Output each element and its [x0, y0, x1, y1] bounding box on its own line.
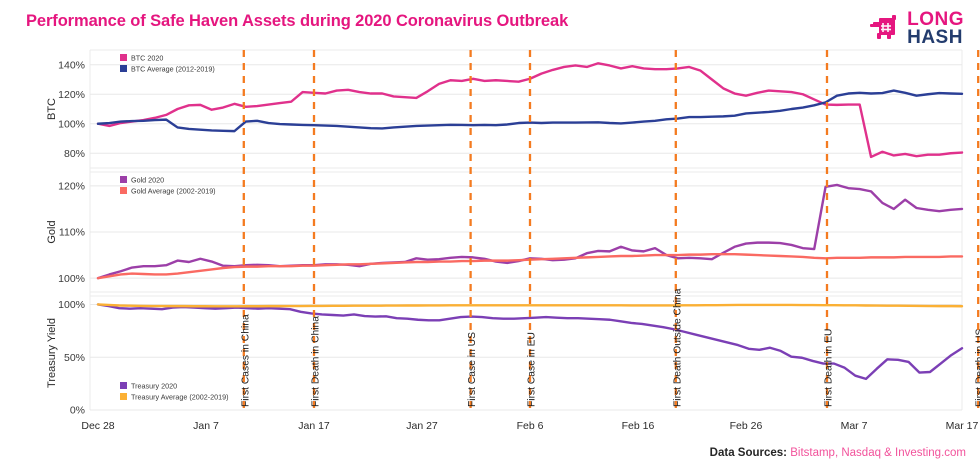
page-title: Performance of Safe Haven Assets during …: [26, 12, 569, 30]
y-tick-label: 110%: [59, 227, 85, 239]
legend-label: Treasury Average (2002-2019): [131, 392, 229, 401]
legend-swatch: [120, 54, 127, 61]
x-tick-label: Jan 17: [298, 420, 330, 432]
x-tick-label: Mar 17: [946, 420, 979, 432]
event-label: First Death in China: [311, 316, 322, 407]
event-label: First Death Outside China: [672, 288, 683, 407]
legend-label: BTC Average (2012-2019): [131, 64, 215, 73]
x-tick-label: Jan 27: [406, 420, 438, 432]
legend-label: Gold 2020: [131, 175, 164, 184]
x-tick-label: Feb 16: [622, 420, 655, 432]
series-line: [96, 303, 964, 308]
longhash-logo: LONG HASH: [867, 8, 964, 50]
data-sources-footer: Data Sources: Bitstamp, Nasdaq & Investi…: [710, 447, 966, 459]
x-tick-label: Dec 28: [81, 420, 114, 432]
legend-swatch: [120, 65, 127, 72]
legend-swatch: [120, 187, 127, 194]
event-label: First Death in US: [975, 328, 980, 407]
event-label: First Cases in China: [240, 314, 251, 407]
event-label: First Case in EU: [527, 332, 538, 407]
event-label: First Case in US: [467, 332, 478, 407]
y-tick-label: 50%: [64, 352, 85, 364]
x-tick-label: Jan 7: [193, 420, 219, 432]
legend-swatch: [120, 393, 127, 400]
y-axis-title: Gold: [46, 220, 58, 243]
event-label: First Death in EU: [824, 329, 835, 407]
y-tick-label: 100%: [58, 273, 85, 285]
legend-swatch: [120, 176, 127, 183]
series-line: [96, 303, 964, 381]
data-sources-label: Data Sources:: [709, 447, 788, 459]
x-tick-label: Feb 26: [730, 420, 763, 432]
y-tick-label: 100%: [58, 118, 85, 130]
y-tick-label: 120%: [58, 180, 85, 192]
y-axis-title: BTC: [46, 98, 58, 120]
legend-swatch: [120, 382, 127, 389]
y-tick-label: 140%: [58, 59, 85, 71]
y-axis-title: Treasury Yield: [46, 318, 58, 388]
legend-label: BTC 2020: [131, 53, 163, 62]
legend-label: Treasury 2020: [131, 381, 177, 390]
legend-label: Gold Average (2002-2019): [131, 186, 216, 195]
longhash-pixel-creature-icon: [870, 15, 897, 39]
y-tick-label: 80%: [64, 148, 85, 160]
y-tick-label: 0%: [70, 405, 85, 417]
data-sources-value: Bitstamp, Nasdaq & Investing.com: [790, 447, 966, 459]
logo-long-text: LONG: [907, 9, 964, 31]
series-line: [96, 89, 964, 133]
x-tick-label: Mar 7: [841, 420, 868, 432]
x-tick-label: Feb 6: [517, 420, 544, 432]
logo-hash-text: HASH: [907, 27, 963, 48]
y-tick-label: 100%: [58, 299, 85, 311]
y-tick-label: 120%: [58, 89, 85, 101]
